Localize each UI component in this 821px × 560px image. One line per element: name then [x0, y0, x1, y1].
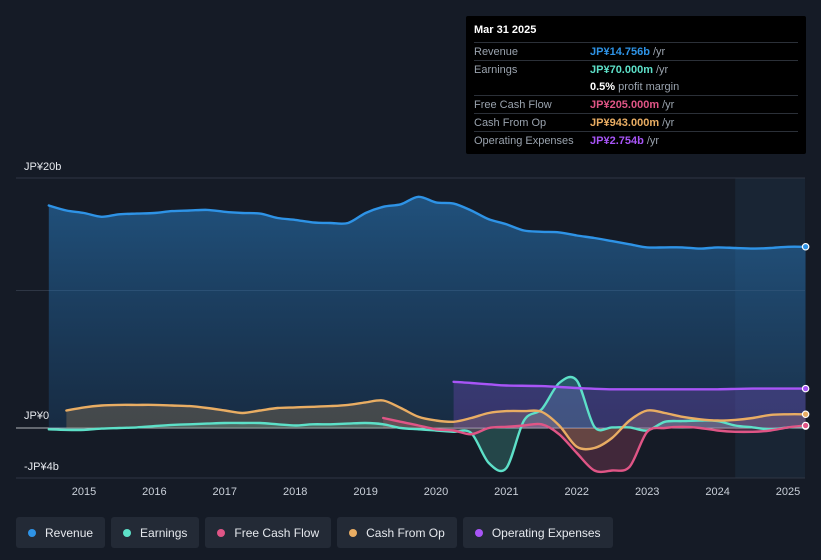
x-tick-label: 2022: [565, 486, 589, 498]
operating-expenses-end-marker: [801, 384, 810, 393]
x-tick-label: 2018: [283, 486, 307, 498]
tooltip-unit: /yr: [656, 63, 669, 76]
tooltip-unit: profit margin: [618, 80, 680, 93]
legend-item-operating-expenses[interactable]: Operating Expenses: [462, 517, 613, 548]
legend-item-cash-from-op[interactable]: Cash From Op: [337, 517, 457, 548]
operating-expenses-line: [452, 380, 807, 391]
tooltip-date: Mar 31 2025: [474, 24, 798, 43]
tooltip-value: 0.5%: [590, 80, 616, 93]
operating-expenses-area: [453, 381, 806, 428]
legend-dot-icon: [217, 528, 226, 537]
legend-dot-icon: [474, 528, 483, 537]
y-tick-label-zero: JP¥0: [24, 410, 49, 422]
x-axis-tick-labels: 2015 2016 2017 2018 2019 2020 2021 2022 2023 2024…: [72, 486, 800, 498]
tooltip-unit: /yr: [646, 134, 660, 147]
tooltip-label: Earnings: [474, 63, 518, 76]
legend-item-free-cash-flow[interactable]: Free Cash Flow: [205, 517, 332, 548]
legend-label: Earnings: [140, 525, 188, 540]
revenue-area: [48, 196, 806, 428]
tooltip-value: JP¥70.000m: [590, 63, 653, 76]
revenue-line: [47, 195, 807, 250]
x-tick-label: 2015: [72, 486, 96, 498]
free-cash-flow-line: [382, 416, 807, 474]
tooltip-row-profit-margin: 0.5% profit margin: [474, 78, 798, 96]
tooltip-row-earnings: Earnings JP¥70.000m /yr: [474, 61, 798, 78]
free-cash-flow-area: [383, 418, 806, 472]
cash-from-op-line: [65, 399, 807, 451]
tooltip-row-revenue: Revenue JP¥14.756b /yr: [474, 43, 798, 61]
x-tick-label: 2019: [353, 486, 377, 498]
tooltip-row-free-cash-flow: Free Cash Flow JP¥205.000m /yr: [474, 96, 798, 114]
tooltip-label: Free Cash Flow: [474, 98, 552, 111]
x-tick-label: 2017: [213, 486, 237, 498]
legend-dot-icon: [123, 528, 132, 537]
tooltip-label: Revenue: [474, 45, 519, 58]
x-tick-label: 2020: [424, 486, 448, 498]
tooltip-unit: /yr: [652, 45, 666, 58]
legend-label: Operating Expenses: [491, 525, 601, 540]
legend-label: Free Cash Flow: [234, 525, 320, 540]
tooltip-value: JP¥2.754b: [590, 134, 644, 147]
tooltip-value: JP¥205.000m: [590, 98, 660, 111]
tooltip-value: JP¥943.000m: [590, 116, 660, 129]
cash-from-op-end-marker: [801, 410, 810, 419]
legend-dot-icon: [349, 528, 358, 537]
tooltip-row-cash-from-op: Cash From Op JP¥943.000m /yr: [474, 114, 798, 132]
legend-item-earnings[interactable]: Earnings: [111, 517, 200, 548]
legend-label: Cash From Op: [366, 525, 445, 540]
tooltip-unit: /yr: [662, 116, 675, 129]
earnings-line: [47, 375, 807, 473]
data-tooltip: Mar 31 2025 Revenue JP¥14.756b /yr Earni…: [466, 16, 806, 154]
series-lines: [47, 195, 807, 474]
y-tick-label-bottom: -JP¥4b: [24, 461, 59, 473]
y-tick-label-top: JP¥20b: [24, 161, 61, 173]
legend-item-revenue[interactable]: Revenue: [16, 517, 106, 548]
tooltip-label: Operating Expenses: [474, 134, 574, 147]
tooltip-unit: /yr: [662, 98, 675, 111]
series-end-markers: [801, 242, 810, 430]
tooltip-value: JP¥14.756b: [590, 45, 650, 58]
x-tick-label: 2021: [494, 486, 518, 498]
legend-label: Revenue: [45, 525, 94, 540]
revenue-end-marker: [801, 242, 810, 251]
x-tick-label: 2023: [635, 486, 659, 498]
free-cash-flow-end-marker: [801, 421, 810, 430]
x-tick-label: 2024: [705, 486, 729, 498]
x-tick-label: 2025: [776, 486, 800, 498]
x-tick-label: 2016: [142, 486, 166, 498]
tooltip-label: Cash From Op: [474, 116, 547, 129]
tooltip-row-operating-expenses: Operating Expenses JP¥2.754b /yr: [474, 132, 798, 149]
chart-legend: Revenue Earnings Free Cash Flow Cash Fro…: [16, 517, 613, 548]
legend-dot-icon: [28, 528, 36, 537]
